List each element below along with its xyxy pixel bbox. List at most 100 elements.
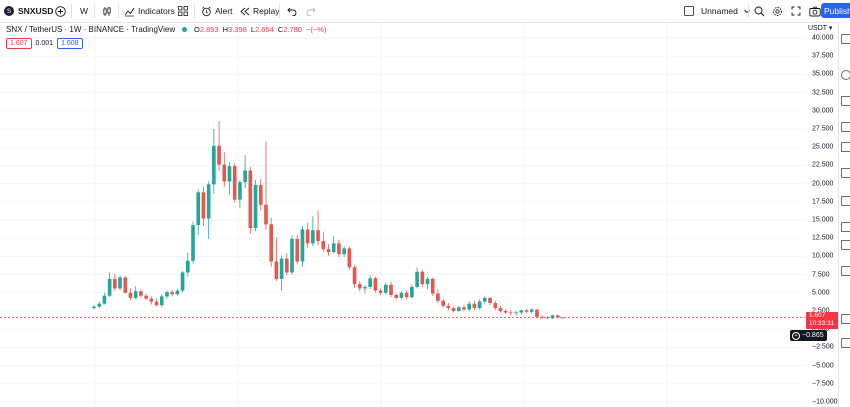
undo-button[interactable]: [287, 0, 297, 22]
currency-label[interactable]: USDT ▾: [808, 25, 833, 32]
price-tick-label: 27.500: [812, 125, 834, 133]
candle-body: [311, 230, 315, 244]
candle-body: [347, 248, 352, 268]
close-key: C: [277, 25, 284, 34]
ideas-icon[interactable]: [841, 168, 850, 178]
candle-body: [326, 249, 331, 253]
data-window-icon[interactable]: [841, 96, 850, 106]
settings-button[interactable]: [772, 0, 783, 22]
candle-body: [258, 185, 263, 205]
candle-body: [113, 278, 117, 289]
candle-body: [545, 317, 550, 319]
candle-body: [493, 302, 498, 309]
toolbar-divider: [279, 4, 280, 18]
candle-body: [284, 258, 289, 273]
price-tick-label: 40.000: [812, 34, 834, 42]
notifications-icon[interactable]: [841, 338, 850, 348]
buy-button[interactable]: 1.608: [57, 38, 83, 49]
candle-body: [472, 303, 477, 309]
layout-menu[interactable]: Unnamed: [684, 0, 751, 22]
fullscreen-button[interactable]: [791, 0, 801, 22]
candle-body: [373, 278, 378, 291]
candle-body: [498, 308, 503, 311]
candle-body: [232, 166, 237, 200]
news-icon[interactable]: [841, 196, 850, 206]
last-price-value: 1.607: [809, 312, 826, 319]
candle-body: [243, 170, 247, 183]
symbol-search[interactable]: S SNXUSD: [4, 0, 53, 22]
fullscreen-icon: [791, 6, 801, 16]
candle-body: [201, 192, 206, 219]
candle-body: [279, 258, 284, 279]
candle-body: [170, 292, 174, 295]
alerts-icon[interactable]: [841, 70, 850, 80]
legend-title[interactable]: SNX / TetherUS · 1W · BINANCE · TradingV…: [6, 25, 176, 34]
symbol-logo-icon: S: [4, 6, 14, 16]
chart-canvas[interactable]: [0, 22, 805, 407]
redo-button[interactable]: [306, 0, 316, 22]
candle-body: [175, 290, 180, 295]
compare-symbol-button[interactable]: [55, 0, 66, 22]
replay-button[interactable]: Replay: [239, 0, 279, 22]
toolbar-divider: [748, 4, 749, 18]
quick-search-button[interactable]: [754, 0, 765, 22]
price-tick-label: 35.000: [812, 70, 834, 78]
price-tick-label: −5.000: [812, 362, 834, 370]
publish-label: Publish: [824, 5, 850, 16]
templates-button[interactable]: [178, 0, 188, 22]
plus-circle-icon: [55, 5, 66, 17]
open-key: O: [194, 25, 200, 34]
layout-square-icon: [684, 6, 694, 16]
candle-body: [389, 284, 393, 295]
candle-body: [399, 292, 404, 298]
candle-body: [305, 229, 310, 244]
candle-body: [212, 145, 216, 185]
alert-button[interactable]: Alert: [201, 0, 232, 22]
low-value: 2.654: [255, 25, 274, 34]
candle-body: [316, 230, 320, 242]
help-icon[interactable]: [841, 314, 850, 324]
snapshot-button[interactable]: [809, 0, 821, 22]
candle-body: [196, 192, 201, 226]
candles-series: [92, 120, 565, 320]
calendar-icon[interactable]: [841, 142, 850, 152]
price-tick-label: −7.500: [812, 380, 834, 388]
price-tick-label: 32.500: [812, 89, 834, 97]
candle-body: [394, 294, 399, 298]
ohlc-values: O2.893 H3.398 L2.654 C2.780 −(−%): [194, 25, 326, 34]
candle-body: [555, 315, 560, 318]
pine-editor-icon[interactable]: [841, 240, 850, 250]
toolbar-divider: [194, 4, 195, 18]
indicators-icon: [124, 7, 135, 16]
candle-body: [253, 185, 258, 229]
toolbar-divider: [118, 4, 119, 18]
candle-body: [144, 295, 148, 299]
redo-icon: [306, 7, 316, 16]
indicators-label: Indicators: [138, 6, 175, 16]
hotlist-icon[interactable]: [841, 122, 850, 132]
market-status-dot[interactable]: [182, 27, 188, 32]
candle-body: [509, 312, 513, 314]
bid-ask-panel: 1.607 0.001 1.608: [6, 38, 83, 49]
watchlist-icon[interactable]: [841, 34, 850, 44]
close-value: 2.780: [283, 25, 302, 34]
plus-icon[interactable]: +: [792, 331, 800, 340]
interval-button[interactable]: W: [80, 0, 88, 22]
candle-body: [248, 170, 253, 229]
chart-type-button[interactable]: [102, 0, 112, 22]
price-tick-label: 17.500: [812, 198, 834, 206]
indicators-button[interactable]: Indicators: [124, 0, 175, 22]
candle-body: [420, 271, 425, 285]
candle-body: [290, 238, 294, 273]
chat-icon[interactable]: [841, 222, 850, 232]
price-tick-label: 10.000: [812, 252, 834, 260]
replay-label: Replay: [253, 6, 280, 16]
candle-body: [118, 277, 122, 289]
sell-button[interactable]: 1.607: [6, 38, 32, 49]
candle-body: [519, 310, 524, 313]
publish-button[interactable]: Publish: [821, 3, 850, 18]
alarm-clock-icon: [202, 6, 211, 16]
search-icon: [754, 6, 765, 16]
screener-icon[interactable]: [841, 266, 850, 276]
alert-label: Alert: [215, 6, 233, 16]
